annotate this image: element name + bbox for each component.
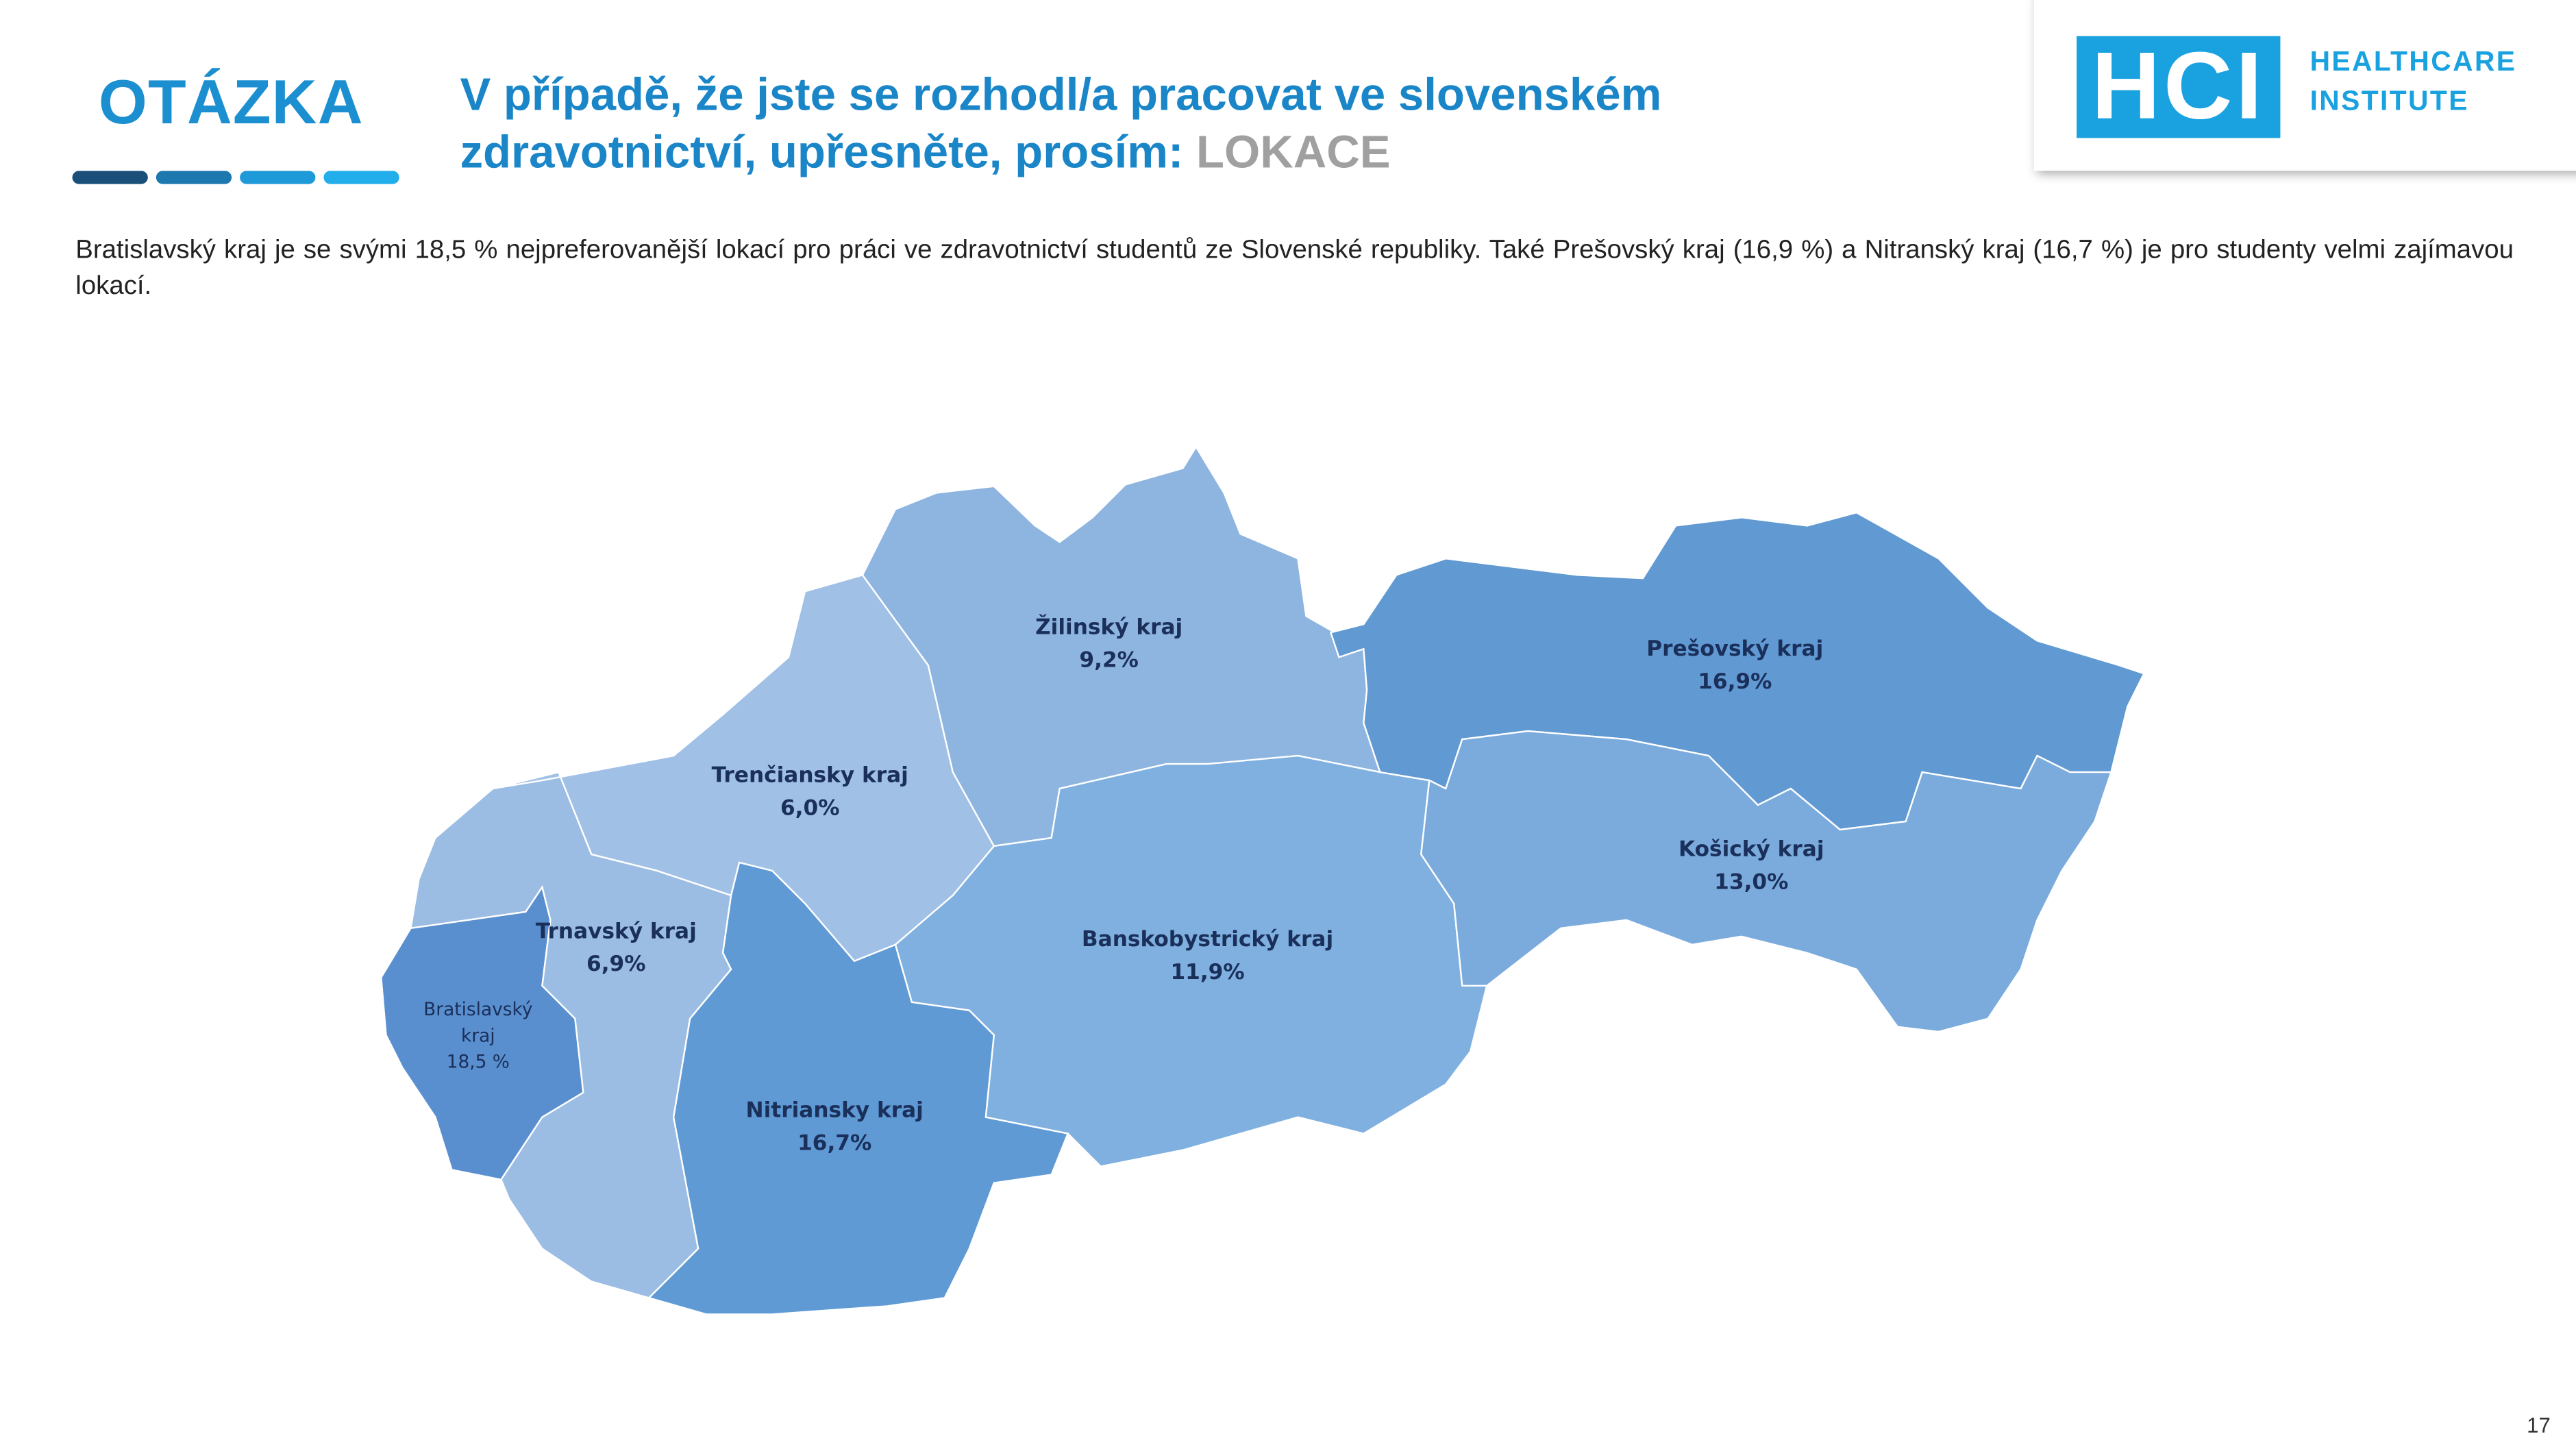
region-label: Prešovský kraj 16,9% xyxy=(1646,634,1823,700)
region-value: 13,0% xyxy=(1714,870,1789,895)
decor-dashes xyxy=(72,171,399,184)
region xyxy=(647,861,1069,1315)
question-label: OTÁZKA xyxy=(98,69,364,138)
region xyxy=(380,884,584,1181)
region-value: 11,9% xyxy=(1170,961,1245,986)
logo-text: HEALTHCARE xyxy=(2309,46,2517,77)
region-value: 16,9% xyxy=(1698,670,1772,695)
region-label: Banskobystrický kraj 11,9% xyxy=(1082,925,1333,991)
region-name: Bratislavský kraj xyxy=(423,998,533,1047)
title-text: V případě, že jste se rozhodl/a pracovat… xyxy=(460,69,1662,177)
region-value: 16,7% xyxy=(797,1132,872,1157)
region-name: Košický kraj xyxy=(1679,837,1824,863)
region-label: Trenčiansky kraj 6,0% xyxy=(712,760,908,826)
region-label: Košický kraj 13,0% xyxy=(1679,834,1824,900)
region-name: Prešovský kraj xyxy=(1646,637,1824,662)
region xyxy=(1420,730,2113,1033)
region-label: Nitriansky kraj 16,7% xyxy=(746,1095,924,1161)
region-label: Trnavský kraj 6,9% xyxy=(536,917,697,982)
region-value: 9,2% xyxy=(1079,649,1139,674)
region-value: 6,9% xyxy=(586,952,646,978)
region-name: Nitriansky kraj xyxy=(745,1099,924,1124)
region-label: Žilinský kraj 9,2% xyxy=(1035,612,1182,678)
title-highlight: LOKACE xyxy=(1196,126,1391,177)
region-name: Trenčiansky kraj xyxy=(711,764,908,789)
logo-text: INSTITUTE xyxy=(2309,85,2469,117)
logo: HCI HEALTHCARE INSTITUTE xyxy=(2033,0,2576,171)
title: V případě, že jste se rozhodl/a pracovat… xyxy=(460,66,1905,181)
logo-mark: HCI xyxy=(2077,36,2281,138)
description: Bratislavský kraj je se svými 18,5 % nej… xyxy=(75,236,2514,301)
region-label: Bratislavský kraj 18,5 % xyxy=(404,998,552,1076)
page-number: 17 xyxy=(2527,1413,2551,1438)
region-name: Banskobystrický kraj xyxy=(1081,928,1334,953)
region-name: Žilinský kraj xyxy=(1035,616,1183,641)
region-value: 18,5 % xyxy=(446,1051,510,1073)
region-name: Trnavský kraj xyxy=(535,919,697,945)
region-value: 6,0% xyxy=(780,797,840,821)
